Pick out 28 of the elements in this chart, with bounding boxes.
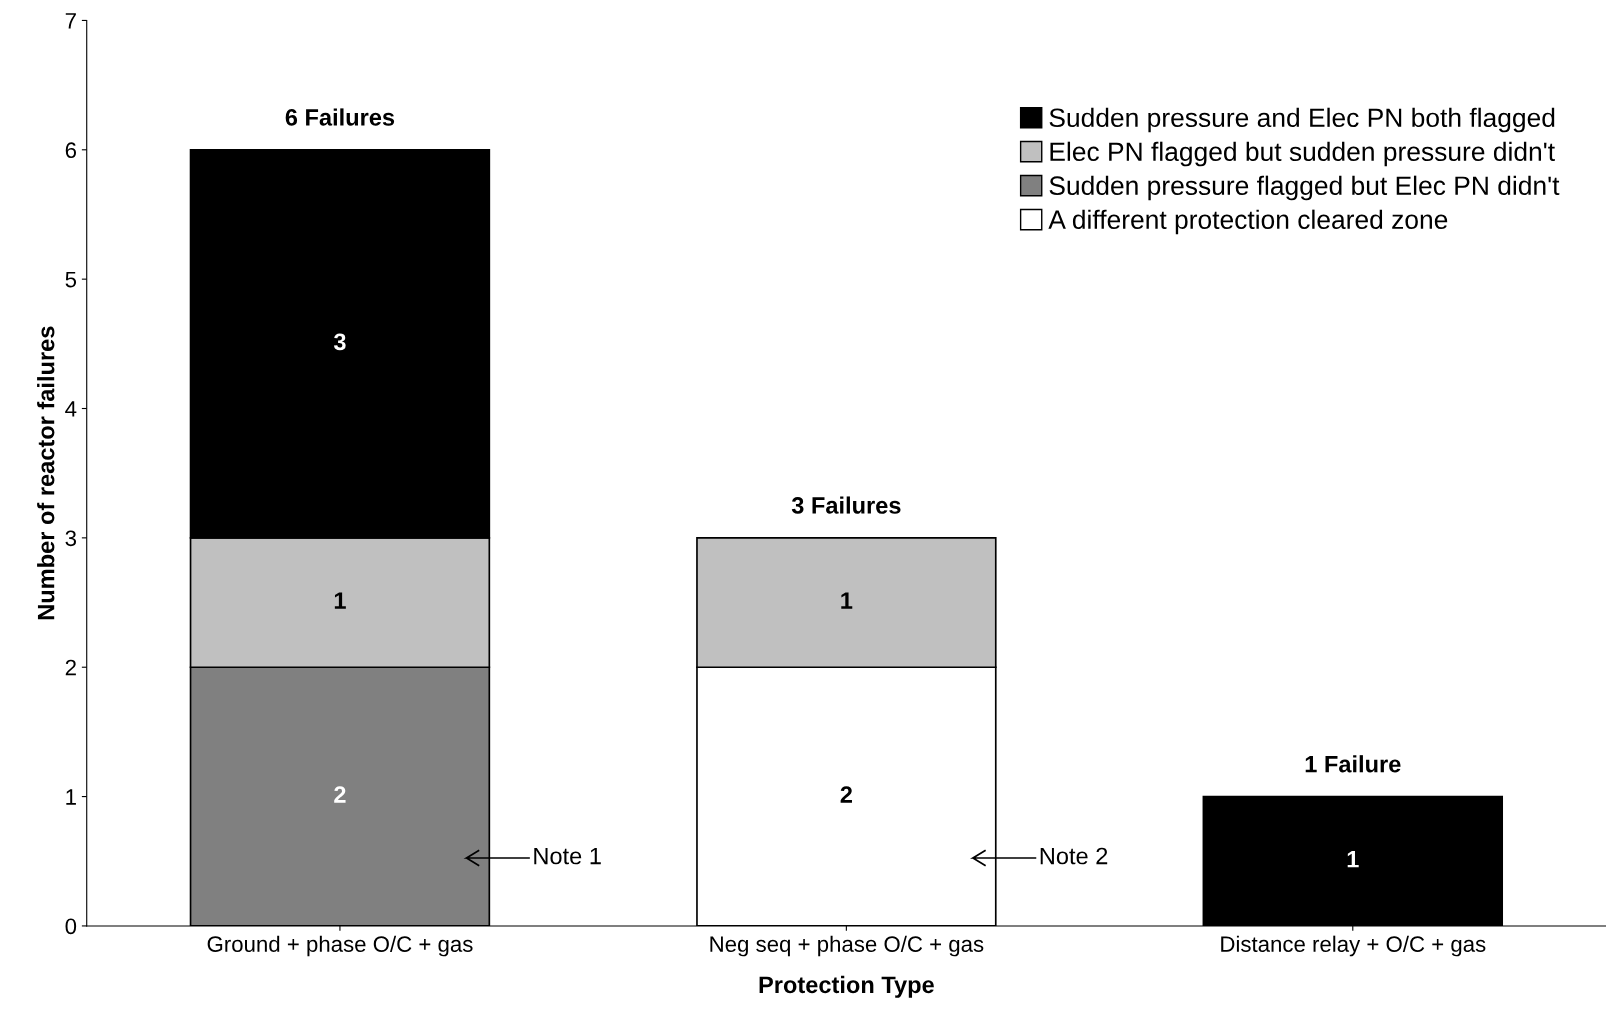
x-tick-label: Neg seq + phase O/C + gas [710, 935, 984, 957]
legend-label: Elec PN flagged but sudden pressure didn't [1050, 141, 1555, 167]
legend-label: Sudden pressure flagged but Elec PN didn't [1049, 175, 1560, 201]
data-label: 1 [841, 592, 853, 609]
y-tick-label: 0 [65, 918, 77, 935]
total-label: 3 Failures [791, 496, 901, 514]
y-axis-title: Number of reactor failures [37, 326, 55, 620]
legend-label: A different protection cleared zone [1048, 209, 1448, 235]
x-tick-label: Distance relay + O/C + gas [1221, 935, 1486, 957]
y-tick-label: 7 [65, 13, 76, 29]
annotation: Note 2 [1040, 847, 1108, 865]
data-label: 3 [333, 333, 346, 351]
total-label: 6 Failures [285, 108, 395, 126]
data-label: 2 [334, 786, 346, 803]
x-tick-label: Ground + phase O/C + gas [207, 935, 473, 957]
y-tick-label: 6 [65, 142, 77, 159]
data-label: 1 [1347, 851, 1359, 868]
y-tick-label: 2 [65, 659, 76, 676]
data-label: 1 [334, 592, 346, 609]
annotation: Note 1 [534, 847, 601, 865]
x-axis-title: Protection Type [759, 975, 934, 998]
y-tick-label: 1 [66, 789, 76, 805]
y-tick-label: 5 [65, 271, 77, 288]
data-label: 2 [840, 786, 852, 803]
total-label: 1 Failure [1305, 755, 1401, 773]
y-tick-label: 4 [65, 401, 77, 417]
legend-label: Sudden pressure and Elec PN both flagged [1049, 107, 1555, 133]
y-tick-label: 3 [65, 530, 77, 547]
